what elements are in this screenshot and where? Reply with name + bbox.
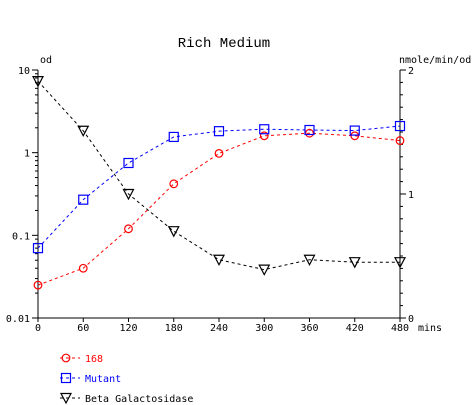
x-axis-unit-label: mins [418,323,442,334]
x-tick-label: 120 [119,323,137,334]
data-point-square [60,372,72,384]
x-tick-label: 420 [346,323,364,334]
series-line [37,132,401,286]
y-left-axis-label: od [40,55,52,66]
legend: 168 Mutant Beta Galactosidase [60,353,193,405]
data-point-square [394,120,406,132]
data-point-circle [305,128,314,138]
data-point-square [259,124,270,135]
data-point-triangle [258,264,271,276]
data-point-square [213,126,225,137]
data-point-triangle [122,188,135,201]
data-point-triangle [348,257,361,269]
data-point-triangle [303,254,316,267]
legend-label: 168 [85,354,103,365]
data-point-square [78,194,89,205]
series-markers [32,76,406,290]
data-point-square [168,131,179,143]
data-point-circle [350,131,360,141]
series-line [37,80,400,271]
data-point-circle [214,148,224,158]
x-tick-label: 240 [210,323,228,334]
data-point-square [123,157,134,169]
data-point-circle [395,136,405,145]
x-tick-label: 300 [255,323,273,334]
series-line [37,125,401,249]
data-point-square [32,243,44,254]
y-left-tick-label: 10 [18,66,30,77]
x-tick-label: 60 [77,323,89,334]
data-point-triangle [394,257,406,269]
data-point-circle [78,263,88,273]
y-left-tick-label: 0.1 [12,231,30,242]
data-point-triangle [167,226,180,238]
data-point-square [349,125,360,136]
data-point-triangle [60,392,72,405]
x-tick-label: 180 [165,323,183,334]
data-point-circle [259,131,269,141]
data-point-circle [33,280,43,290]
data-point-triangle [32,76,44,88]
y-left-tick-label: 1 [24,149,30,160]
data-point-triangle [77,125,90,138]
y-right-tick-label: 0 [408,314,414,325]
data-point-circle [124,224,133,234]
data-point-square [304,124,315,136]
data-point-circle [169,179,179,189]
x-tick-label: 0 [35,323,41,334]
data-point-triangle [213,254,225,267]
series-lines [37,80,401,286]
x-tick-label: 480 [391,323,409,334]
y-right-axis-label: nmole/min/od [399,55,471,66]
y-right-tick-label: 1 [408,190,414,201]
x-tick-label: 360 [300,323,318,334]
legend-label: Mutant [85,374,121,385]
chart-title: Rich Medium [178,36,270,52]
y-right-tick-label: 2 [408,66,414,77]
data-point-circle [61,353,71,363]
y-left-tick-label: 0.01 [6,314,30,325]
legend-label: Beta Galactosidase [85,394,193,405]
